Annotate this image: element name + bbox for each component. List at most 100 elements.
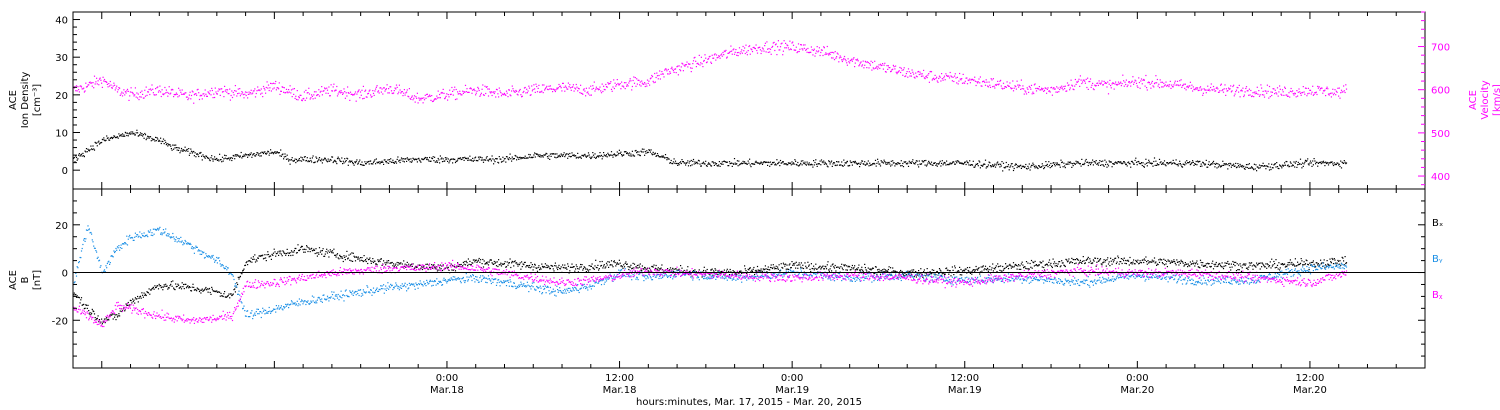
density-point xyxy=(523,157,525,159)
density-point xyxy=(1266,165,1268,167)
density-point xyxy=(1148,159,1150,161)
bx-point xyxy=(843,265,846,267)
bx-point xyxy=(214,290,216,292)
velocity-point xyxy=(1154,82,1156,84)
bx-point xyxy=(488,261,490,263)
bx-point xyxy=(651,265,654,268)
bx-point xyxy=(870,269,872,271)
velocity-point xyxy=(1102,84,1104,86)
bx-point xyxy=(95,319,97,321)
bx-point xyxy=(785,268,787,270)
density-point xyxy=(1172,159,1174,161)
velocity-point xyxy=(654,81,656,83)
velocity-point xyxy=(497,93,499,95)
velocity-point xyxy=(714,53,716,55)
density-point xyxy=(439,155,441,157)
velocity-point xyxy=(1314,92,1316,94)
density-point xyxy=(1254,168,1256,170)
velocity-point xyxy=(347,92,349,94)
density-point xyxy=(1283,164,1285,166)
bx-point xyxy=(567,265,569,267)
density-point xyxy=(730,162,732,164)
velocity-point xyxy=(222,91,224,93)
velocity-point xyxy=(644,82,646,84)
bx-point xyxy=(834,264,836,267)
density-point xyxy=(338,158,340,160)
bx-point xyxy=(1068,258,1070,260)
velocity-point xyxy=(974,76,976,78)
bx-point xyxy=(505,266,508,268)
density-point xyxy=(931,164,933,166)
density-point xyxy=(1143,166,1145,168)
velocity-point xyxy=(1315,92,1317,94)
bx-point xyxy=(877,271,879,273)
velocity-point xyxy=(802,49,804,51)
velocity-point xyxy=(371,95,373,98)
bx-point xyxy=(1105,259,1107,261)
density-point xyxy=(775,164,777,166)
bx-point xyxy=(229,297,231,299)
bx-point xyxy=(207,291,209,293)
density-point xyxy=(966,161,969,163)
density-point xyxy=(590,157,592,160)
velocity-point xyxy=(423,99,426,101)
density-point xyxy=(875,165,877,167)
bx-point xyxy=(264,254,266,256)
density-point xyxy=(866,162,868,164)
density-point xyxy=(230,157,232,159)
velocity-point xyxy=(689,63,691,65)
density-point xyxy=(1187,162,1189,164)
density-point xyxy=(121,135,123,137)
bx-point xyxy=(367,259,370,261)
density-point xyxy=(897,162,900,164)
density-point xyxy=(353,164,355,166)
velocity-point xyxy=(907,68,910,70)
density-point xyxy=(477,160,479,162)
density-point xyxy=(1238,166,1240,168)
velocity-point xyxy=(1281,94,1283,96)
density-point xyxy=(944,162,946,164)
velocity-point xyxy=(919,71,921,73)
velocity-point xyxy=(994,87,996,89)
bx-point xyxy=(559,267,561,270)
velocity-point xyxy=(901,69,903,71)
bx-point xyxy=(262,258,265,260)
bx-point xyxy=(464,264,467,266)
density-point xyxy=(1012,169,1015,172)
velocity-point xyxy=(1284,86,1286,88)
density-point xyxy=(984,159,987,161)
velocity-point xyxy=(668,73,670,75)
velocity-point xyxy=(900,71,902,74)
density-point xyxy=(994,166,997,168)
velocity-point xyxy=(557,87,559,89)
velocity-point xyxy=(1148,82,1150,84)
bx-point xyxy=(433,264,435,266)
velocity-point xyxy=(464,84,467,86)
density-point xyxy=(380,161,382,163)
velocity-point xyxy=(1131,80,1133,82)
bx-point xyxy=(354,256,356,258)
velocity-point xyxy=(977,82,979,84)
velocity-point xyxy=(167,95,169,97)
density-point xyxy=(880,160,882,162)
velocity-point xyxy=(466,88,468,90)
velocity-point xyxy=(265,92,267,94)
velocity-point xyxy=(1291,91,1293,93)
density-point xyxy=(717,165,719,167)
density-point xyxy=(103,139,106,141)
velocity-point xyxy=(857,60,859,62)
density-point xyxy=(231,157,234,159)
velocity-point xyxy=(595,88,597,90)
density-point xyxy=(201,155,203,157)
density-point xyxy=(955,160,957,162)
density-point xyxy=(1274,163,1276,165)
density-point xyxy=(1180,164,1182,166)
velocity-point xyxy=(592,85,594,87)
velocity-point xyxy=(771,46,773,48)
density-point xyxy=(159,140,161,142)
velocity-point xyxy=(1167,84,1169,86)
velocity-point xyxy=(760,52,762,55)
velocity-point xyxy=(1015,86,1017,88)
velocity-point xyxy=(166,91,168,93)
velocity-point xyxy=(273,87,275,89)
